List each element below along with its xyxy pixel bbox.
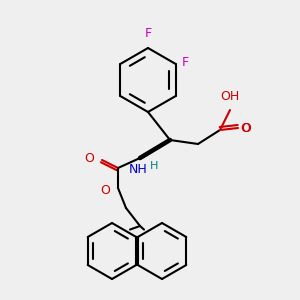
Text: H: H	[150, 161, 158, 171]
Text: O: O	[100, 184, 110, 197]
Text: F: F	[144, 27, 152, 40]
Text: O: O	[84, 152, 94, 164]
Text: NH: NH	[129, 163, 147, 176]
Text: OH: OH	[220, 90, 240, 103]
Text: O: O	[240, 122, 250, 134]
Text: O: O	[241, 122, 251, 134]
Text: F: F	[182, 56, 189, 68]
